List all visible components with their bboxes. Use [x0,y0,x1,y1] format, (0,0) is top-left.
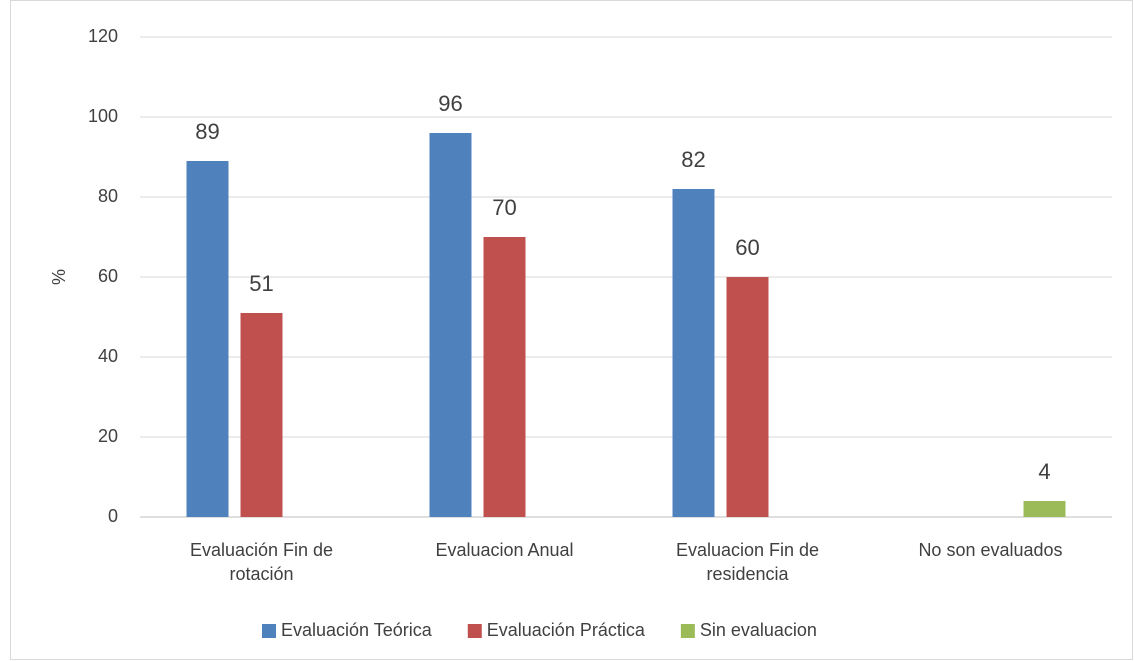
legend-swatch [262,624,276,638]
y-axis-label: % [49,269,69,285]
y-tick-label: 100 [88,106,118,126]
data-label: 89 [195,119,219,144]
legend-swatch [467,624,482,638]
bar [726,277,769,517]
y-tick-label: 120 [88,26,118,46]
data-label: 82 [681,147,705,172]
y-tick-label: 80 [98,186,118,206]
bar [1023,501,1066,517]
y-tick-label: 60 [98,266,118,286]
data-label: 4 [1038,459,1050,484]
bar [672,189,715,517]
x-tick-label: Evaluación Fin de rotación [189,540,334,584]
data-label: 51 [249,271,273,296]
y-tick-label: 0 [108,506,118,526]
legend-label: Evaluación Teórica [281,620,433,640]
bar [483,237,526,517]
data-label: 60 [735,235,759,260]
x-tick-label: Evaluacion Fin de residencia [675,540,820,584]
data-label: 70 [492,195,516,220]
x-tick-label: No son evaluados [918,540,1063,560]
bar [186,161,229,517]
bar [240,313,283,517]
legend-label: Sin evaluacion [700,620,817,640]
y-tick-label: 40 [98,346,118,366]
x-tick-label: Evaluacion Anual [435,540,574,560]
legend-swatch [680,624,695,638]
y-tick-label: 20 [98,426,118,446]
bar [429,133,472,517]
legend-label: Evaluación Práctica [487,620,646,640]
data-label: 96 [438,91,462,116]
